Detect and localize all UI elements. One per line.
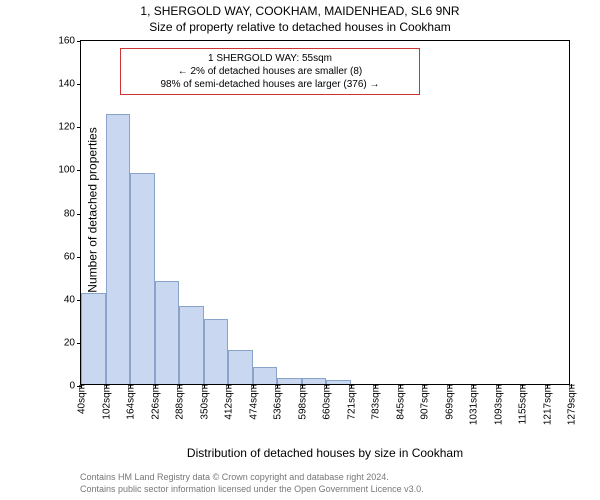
x-tick-label: 660sqm <box>320 384 333 420</box>
x-tick-label: 164sqm <box>124 384 137 420</box>
x-tick-label: 721sqm <box>344 384 357 420</box>
histogram-bar <box>326 380 351 384</box>
x-tick-label: 1217sqm <box>540 384 553 425</box>
x-tick-label: 969sqm <box>442 384 455 420</box>
histogram-bar <box>204 319 229 384</box>
legend-line-3: 98% of semi-detached houses are larger (… <box>127 78 413 91</box>
x-tick-label: 288sqm <box>173 384 186 420</box>
x-tick-label: 40sqm <box>75 384 88 414</box>
histogram-bar <box>130 173 155 384</box>
x-tick-label: 226sqm <box>148 384 161 420</box>
histogram-bar <box>155 281 180 385</box>
x-tick-label: 1155sqm <box>516 384 529 424</box>
legend-box: 1 SHERGOLD WAY: 55sqm ← 2% of detached h… <box>120 48 420 95</box>
x-tick-label: 907sqm <box>418 384 431 420</box>
x-tick-label: 1279sqm <box>565 384 578 425</box>
histogram-bar <box>253 367 278 384</box>
histogram-bar <box>179 306 204 384</box>
x-tick-label: 598sqm <box>295 384 308 420</box>
histogram-bar <box>106 114 131 384</box>
chart-title-sub: Size of property relative to detached ho… <box>0 20 600 34</box>
x-tick-label: 1031sqm <box>467 384 480 425</box>
legend-line-1: 1 SHERGOLD WAY: 55sqm <box>127 52 413 65</box>
histogram-bar <box>81 293 106 384</box>
x-tick-label: 474sqm <box>246 384 259 420</box>
histogram-bar <box>277 378 302 384</box>
x-tick-label: 412sqm <box>222 384 235 420</box>
footer-line-2: Contains public sector information licen… <box>80 484 424 494</box>
chart-container: 1, SHERGOLD WAY, COOKHAM, MAIDENHEAD, SL… <box>0 0 600 500</box>
x-tick-label: 536sqm <box>271 384 284 420</box>
footer-line-1: Contains HM Land Registry data © Crown c… <box>80 472 389 482</box>
histogram-bar <box>228 350 253 385</box>
x-tick-label: 102sqm <box>99 384 112 420</box>
legend-line-2: ← 2% of detached houses are smaller (8) <box>127 65 413 78</box>
x-tick-label: 845sqm <box>393 384 406 420</box>
x-tick-label: 783sqm <box>369 384 382 420</box>
chart-title-main: 1, SHERGOLD WAY, COOKHAM, MAIDENHEAD, SL… <box>0 4 600 18</box>
histogram-bar <box>302 378 327 384</box>
x-tick-label: 1093sqm <box>491 384 504 425</box>
x-tick-label: 350sqm <box>197 384 210 420</box>
x-axis-label: Distribution of detached houses by size … <box>80 446 570 460</box>
